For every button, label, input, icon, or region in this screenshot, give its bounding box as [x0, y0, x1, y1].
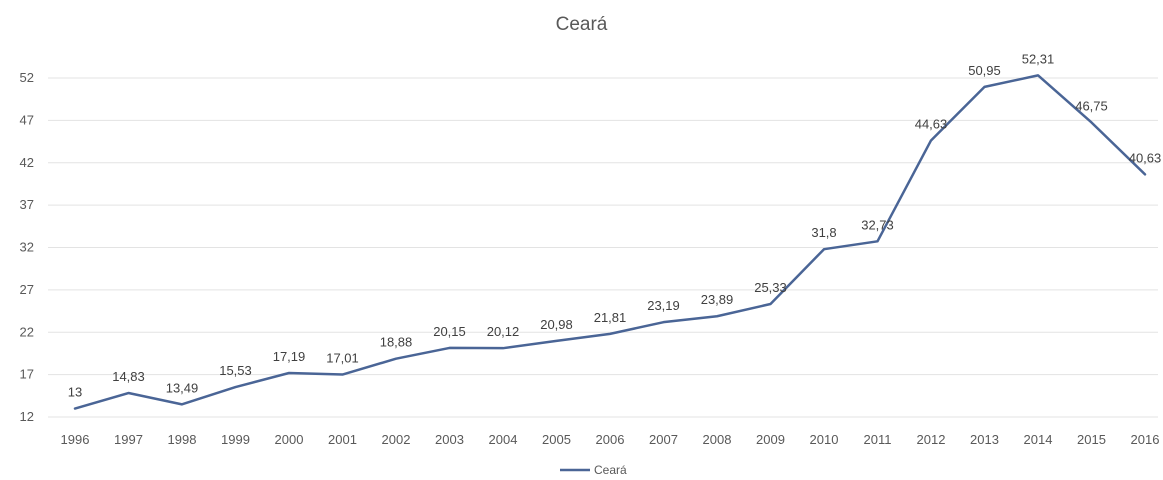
x-tick-label: 2012 — [917, 432, 946, 447]
x-tick-label: 1997 — [114, 432, 143, 447]
legend-label: Ceará — [594, 463, 627, 477]
data-label: 21,81 — [594, 310, 627, 325]
data-label: 31,8 — [811, 225, 836, 240]
x-tick-label: 2000 — [275, 432, 304, 447]
y-tick-label: 52 — [20, 70, 34, 85]
x-tick-label: 2001 — [328, 432, 357, 447]
x-tick-label: 2015 — [1077, 432, 1106, 447]
x-tick-label: 2002 — [382, 432, 411, 447]
data-label: 44,63 — [915, 116, 948, 131]
data-label: 52,31 — [1022, 51, 1055, 66]
y-tick-label: 32 — [20, 240, 34, 255]
data-label: 17,01 — [326, 351, 359, 366]
x-tick-label: 2004 — [489, 432, 518, 447]
series-line — [73, 74, 1147, 410]
y-tick-label: 42 — [20, 155, 34, 170]
y-tick-label: 37 — [20, 197, 34, 212]
y-tick-label: 22 — [20, 324, 34, 339]
x-tick-label: 2007 — [649, 432, 678, 447]
x-tick-label: 2016 — [1131, 432, 1160, 447]
x-tick-label: 2008 — [703, 432, 732, 447]
x-tick-label: 2010 — [810, 432, 839, 447]
x-tick-label: 2005 — [542, 432, 571, 447]
data-label: 17,19 — [273, 349, 306, 364]
y-tick-label: 27 — [20, 282, 34, 297]
data-label: 13 — [68, 385, 82, 400]
data-label: 20,15 — [433, 324, 466, 339]
data-label: 46,75 — [1075, 98, 1108, 113]
x-tick-label: 2014 — [1024, 432, 1053, 447]
x-tick-label: 1998 — [168, 432, 197, 447]
y-tick-label: 17 — [20, 367, 34, 382]
data-label: 13,49 — [166, 380, 199, 395]
x-tick-label: 1999 — [221, 432, 250, 447]
data-label: 18,88 — [380, 335, 413, 350]
data-label: 32,73 — [861, 217, 894, 232]
x-tick-label: 2013 — [970, 432, 999, 447]
x-tick-label: 2003 — [435, 432, 464, 447]
data-label: 25,33 — [754, 280, 787, 295]
x-tick-label: 2006 — [596, 432, 625, 447]
data-label: 23,19 — [647, 298, 680, 313]
data-label: 20,12 — [487, 324, 520, 339]
data-label: 50,95 — [968, 63, 1001, 78]
data-label: 23,89 — [701, 292, 734, 307]
x-tick-label: 1996 — [61, 432, 90, 447]
data-label: 15,53 — [219, 363, 252, 378]
y-tick-label: 12 — [20, 409, 34, 424]
data-label: 20,98 — [540, 317, 573, 332]
x-tick-label: 2011 — [864, 432, 892, 447]
chart-title: Ceará — [555, 14, 608, 35]
data-label: 14,83 — [112, 369, 145, 384]
y-tick-label: 47 — [20, 112, 34, 127]
x-tick-label: 2009 — [756, 432, 785, 447]
data-label: 40,63 — [1129, 150, 1162, 165]
